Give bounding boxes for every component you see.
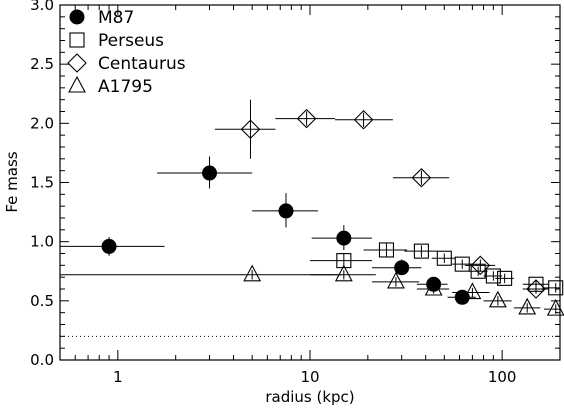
- y-tick-label: 2.0: [30, 114, 54, 132]
- x-tick-label: 1: [113, 368, 123, 386]
- data-point-m87: [454, 289, 470, 305]
- data-point-perseus: [436, 250, 452, 266]
- data-point-m87: [202, 165, 218, 181]
- legend-marker-centaurus: [67, 53, 87, 73]
- data-point-perseus: [336, 253, 352, 269]
- y-tick-label: 0.5: [30, 292, 54, 310]
- data-point-perseus: [470, 263, 486, 279]
- y-tick-label: 3.0: [30, 0, 54, 14]
- data-point-perseus: [378, 242, 395, 258]
- data-point-centaurus: [526, 279, 546, 299]
- data-point-centaurus: [353, 110, 374, 130]
- x-tick-label: 10: [300, 368, 319, 386]
- x-axis-label: radius (kpc): [265, 388, 354, 406]
- y-tick-label: 1.0: [30, 233, 54, 251]
- legend-marker-perseus: [69, 32, 85, 48]
- data-point-perseus: [485, 268, 501, 284]
- legend-label-a1795: A1795: [98, 77, 153, 97]
- data-point-a1795: [463, 282, 482, 300]
- data-layer: [60, 99, 564, 316]
- data-point-centaurus: [240, 119, 261, 140]
- legend-label-centaurus: Centaurus: [98, 54, 186, 74]
- series-m87: [60, 156, 476, 305]
- y-tick-label: 2.5: [30, 55, 54, 73]
- data-point-m87: [336, 230, 352, 246]
- data-point-a1795: [387, 271, 405, 289]
- y-tick-label: 0.0: [30, 351, 54, 369]
- data-point-centaurus: [296, 108, 317, 129]
- data-point-centaurus: [470, 255, 491, 276]
- data-point-centaurus: [411, 167, 432, 188]
- data-point-perseus: [413, 243, 429, 259]
- data-point-perseus: [454, 256, 470, 272]
- legend-label-perseus: Perseus: [98, 31, 164, 51]
- data-point-a1795: [546, 298, 564, 316]
- data-point-a1795: [488, 290, 507, 308]
- data-point-perseus: [497, 270, 513, 286]
- data-point-m87: [278, 203, 294, 219]
- data-point-a1795: [518, 297, 537, 315]
- series-centaurus: [214, 99, 549, 299]
- legend-marker-a1795: [68, 75, 86, 93]
- y-axis-label: Fe mass: [3, 151, 21, 212]
- y-tick-label: 1.5: [30, 174, 54, 192]
- data-point-a1795: [243, 264, 262, 282]
- data-point-m87: [394, 260, 410, 276]
- data-point-m87: [101, 238, 117, 254]
- data-point-a1795: [424, 278, 443, 296]
- ticks-layer: 0.0 0.5 1.0 1.5 2.0 2.5 3.0 1 10 100: [30, 0, 560, 386]
- legend-marker-m87: [69, 9, 85, 25]
- x-tick-label: 100: [488, 368, 517, 386]
- legend: M87 Perseus Centaurus A1795: [67, 8, 186, 97]
- data-point-perseus: [548, 280, 564, 296]
- series-a1795: [60, 264, 564, 316]
- data-point-a1795: [334, 264, 353, 282]
- legend-label-m87: M87: [98, 8, 134, 28]
